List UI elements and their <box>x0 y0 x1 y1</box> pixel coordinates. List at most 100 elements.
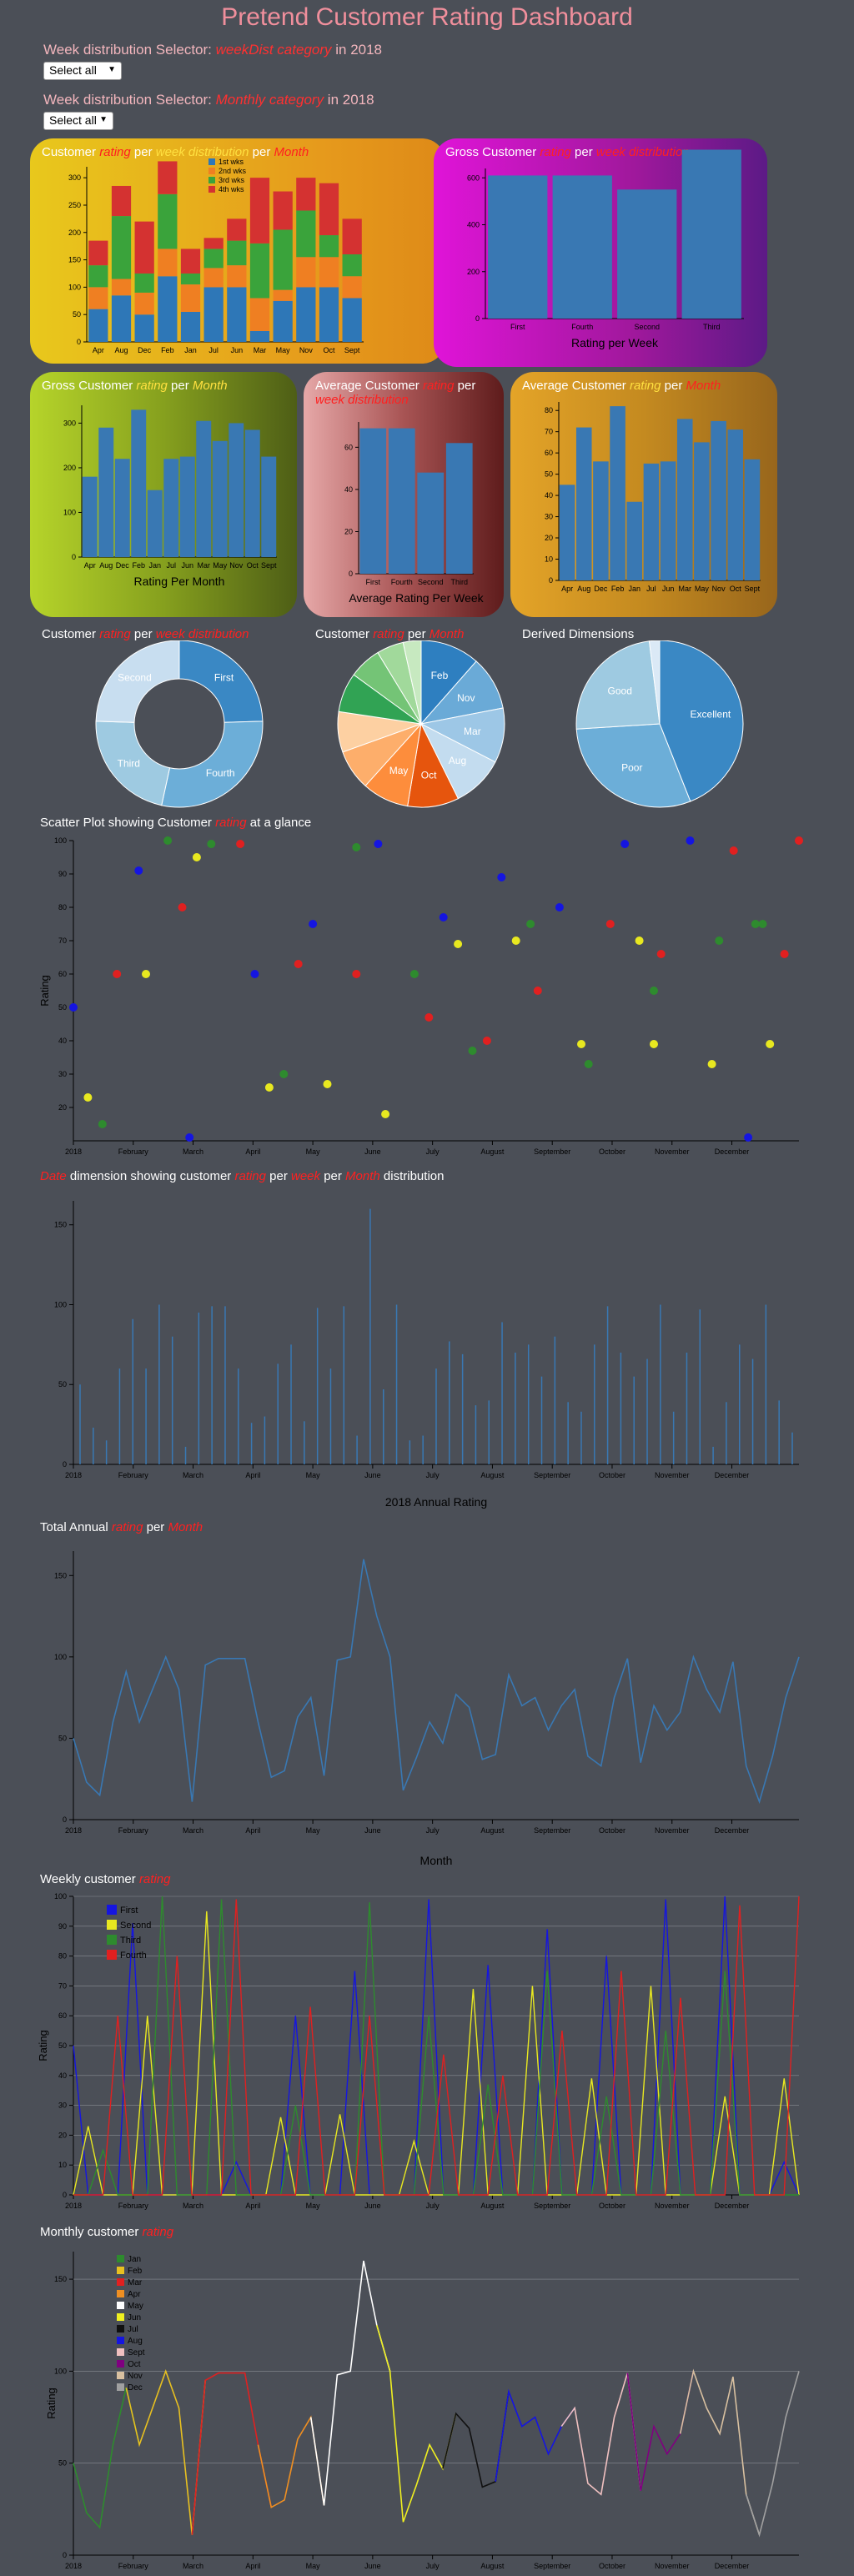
y-tick-label: 80 <box>58 1952 67 1961</box>
x-tick-label: June <box>364 1471 381 1479</box>
scatter-point <box>352 970 361 978</box>
stacked-bar-segment <box>203 268 224 288</box>
x-tick-label: 2018 <box>65 2562 82 2570</box>
pie-slice <box>575 723 691 808</box>
stacked-bar-segment <box>249 178 270 244</box>
y-tick-label: 30 <box>545 513 553 521</box>
y-axis-label: Rating <box>37 2030 49 2061</box>
legend-label: May <box>128 2302 143 2311</box>
x-tick-label: February <box>118 2562 149 2570</box>
y-tick-label: 100 <box>54 836 67 845</box>
legend-label: Second <box>120 1921 151 1931</box>
scatter-point <box>656 950 666 958</box>
y-tick-label: 30 <box>58 2101 67 2110</box>
scatter-point <box>555 903 564 911</box>
y-tick-label: 50 <box>73 310 81 319</box>
x-tick-label: Third <box>703 323 721 331</box>
x-tick-label: Second <box>418 578 444 586</box>
y-tick-label: 400 <box>467 221 480 229</box>
stacked-bar-segment <box>158 161 178 194</box>
x-tick-label: October <box>599 1471 625 1479</box>
avg-week-card: Average Customer rating per week distrib… <box>304 372 504 617</box>
bar <box>660 461 676 580</box>
pie-label: Oct <box>421 769 437 781</box>
stacked-bar-segment <box>88 287 108 309</box>
scatter-point <box>294 960 303 968</box>
x-tick-label: Sept <box>261 561 277 570</box>
x-tick-label: Apr <box>561 585 573 593</box>
legend-swatch <box>208 168 215 174</box>
stacked-bar-segment <box>296 210 316 258</box>
stacked-bar-segment <box>203 238 224 249</box>
stacked-bar-segment <box>342 218 362 254</box>
x-axis-label: 2018 Annual Rating <box>385 1495 487 1509</box>
x-tick-label: July <box>426 2562 440 2570</box>
bar <box>82 476 98 557</box>
stacked-bar-segment <box>111 279 132 296</box>
x-tick-label: Jun <box>181 561 193 570</box>
gross-month-title: Gross Customer rating per Month <box>42 379 228 393</box>
y-tick-label: 50 <box>58 1380 67 1388</box>
x-tick-label: September <box>534 2202 570 2210</box>
monthly-series-line <box>745 2371 800 2538</box>
pie-label: Nov <box>457 692 475 704</box>
stacked-bar-chart: 0 50 100 150 200 250 300 Apr Aug Dec Feb Jan Jul Jun M… <box>68 158 364 354</box>
bar <box>212 440 228 557</box>
bar <box>643 463 660 580</box>
x-tick-label: April <box>245 1471 260 1479</box>
pie-label: Second <box>118 672 152 684</box>
scatter-plot: 20 30 40 50 60 70 80 90 100 2018 February March Apri… <box>38 836 803 1156</box>
x-tick-label: May <box>306 1826 321 1835</box>
legend-label: Aug <box>128 2337 143 2346</box>
scatter-point <box>178 903 187 911</box>
x-tick-label: August <box>480 2202 505 2210</box>
annual-line-chart: 0 50 100 150 2018 February March April May June Ju… <box>54 1551 800 1867</box>
pie-slice <box>419 707 505 763</box>
y-tick-label: 100 <box>54 1300 67 1308</box>
y-tick-label: 50 <box>58 2459 67 2468</box>
y-tick-label: 150 <box>54 1221 67 1229</box>
scatter-point <box>744 1133 753 1142</box>
y-tick-label: 60 <box>545 449 553 457</box>
x-tick-label: 2018 <box>65 1147 82 1156</box>
bar <box>244 429 260 557</box>
x-axis-label: Rating per Week <box>571 336 659 349</box>
x-tick-label: Feb <box>132 561 145 570</box>
x-tick-label: September <box>534 2562 570 2570</box>
x-tick-label: Jun <box>231 346 244 354</box>
x-tick-label: September <box>534 1147 570 1156</box>
monthly-series-line <box>309 2260 391 2506</box>
y-tick-label: 70 <box>545 428 553 436</box>
bar <box>445 443 473 574</box>
scatter-point <box>98 1120 107 1128</box>
scatter-point <box>279 1070 289 1078</box>
avg-month-bar-chart: 0 10 20 30 40 50 60 70 80 Apr Aug Dec Feb Jan Jul Jun Ma… <box>545 402 761 593</box>
pie-slice <box>648 640 661 725</box>
y-tick-label: 0 <box>63 2191 67 2199</box>
weekly-series-line <box>73 1911 800 2196</box>
x-tick-label: April <box>245 1826 260 1835</box>
scatter-point <box>620 840 630 848</box>
x-tick-label: August <box>480 1147 505 1156</box>
month-category-select[interactable]: Select all ▼ <box>43 112 113 130</box>
avg-week-bar-chart: 0 20 40 60 First Fourth Second Third Average Rat… <box>344 422 485 605</box>
y-tick-label: 0 <box>349 570 353 578</box>
stacked-bar-segment <box>342 254 362 277</box>
y-tick-label: 150 <box>54 2275 67 2283</box>
monthly-series-line <box>495 2388 575 2482</box>
y-tick-label: 0 <box>63 2551 67 2559</box>
x-tick-label: Apr <box>84 561 96 570</box>
x-tick-label: December <box>715 2202 750 2210</box>
pie-label: Feb <box>431 670 449 681</box>
bar <box>114 459 130 557</box>
legend-swatch <box>117 2325 124 2332</box>
x-tick-label: Oct <box>730 585 742 593</box>
bar <box>727 429 744 580</box>
legend-label: First <box>120 1906 138 1916</box>
dashboard-title: Pretend Customer Rating Dashboard <box>221 3 633 31</box>
week-distribution-select[interactable]: Select all ▼ <box>43 62 122 80</box>
pie-slice <box>95 640 180 723</box>
stacked-month-card: Customer rating per week distribution pe… <box>30 138 445 364</box>
legend-label: Apr <box>128 2290 141 2299</box>
scatter-point <box>468 1047 477 1055</box>
